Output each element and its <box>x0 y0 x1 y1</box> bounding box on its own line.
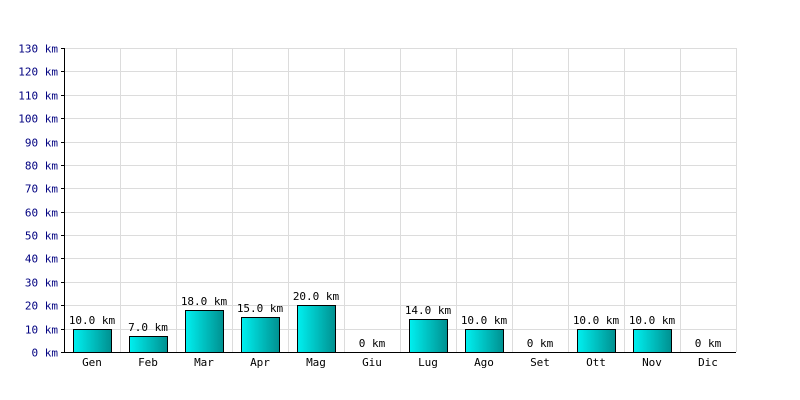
data-label-mag: 20.0 km <box>293 290 340 303</box>
bar-mar <box>185 310 224 353</box>
x-tick-label-dic: Dic <box>698 356 718 369</box>
y-tick-label: 60 km <box>25 207 58 220</box>
bar-apr <box>241 317 280 353</box>
y-tick-label: 40 km <box>25 253 58 266</box>
x-tick-label-mar: Mar <box>194 356 214 369</box>
y-tick-label: 90 km <box>25 137 58 150</box>
data-label-mar: 18.0 km <box>181 295 228 308</box>
y-tick-label: 30 km <box>25 277 58 290</box>
data-label-ott: 10.0 km <box>573 314 620 327</box>
y-tick-label: 70 km <box>25 183 58 196</box>
y-tick-label: 110 km <box>18 90 58 103</box>
bar-mag <box>297 305 336 353</box>
y-tick-label: 80 km <box>25 160 58 173</box>
y-tick-label: 50 km <box>25 230 58 243</box>
x-tick-label-lug: Lug <box>418 356 438 369</box>
data-label-gen: 10.0 km <box>69 314 116 327</box>
data-label-feb: 7.0 km <box>128 321 168 334</box>
bar-lug <box>409 319 448 353</box>
axes <box>61 48 736 353</box>
x-tick-label-nov: Nov <box>642 356 662 369</box>
grid <box>64 48 737 353</box>
bar-ott <box>577 329 616 353</box>
data-label-apr: 15.0 km <box>237 302 284 315</box>
x-tick-label-giu: Giu <box>362 356 382 369</box>
bar-ago <box>465 329 504 353</box>
y-tick-label: 130 km <box>18 43 58 56</box>
data-label-lug: 14.0 km <box>405 304 452 317</box>
data-label-giu: 0 km <box>359 337 386 350</box>
x-tick-label-mag: Mag <box>306 356 326 369</box>
y-tick-label: 100 km <box>18 113 58 126</box>
x-tick-label-feb: Feb <box>138 356 158 369</box>
bars <box>73 305 672 353</box>
x-tick-label-set: Set <box>530 356 550 369</box>
bar-feb <box>129 336 168 353</box>
y-tick-label: 0 km <box>32 347 59 360</box>
data-label-dic: 0 km <box>695 337 722 350</box>
labels: 0 km 10 km 20 km 30 km 40 km 50 km 60 km 70 km 8… <box>18 43 721 370</box>
bar-nov <box>633 329 672 353</box>
data-label-set: 0 km <box>527 337 554 350</box>
x-tick-label-ago: Ago <box>474 356 494 369</box>
y-tick-label: 10 km <box>25 324 58 337</box>
data-label-nov: 10.0 km <box>629 314 676 327</box>
x-tick-label-gen: Gen <box>82 356 102 369</box>
data-label-ago: 10.0 km <box>461 314 508 327</box>
y-tick-label: 120 km <box>18 66 58 79</box>
x-tick-label-apr: Apr <box>250 356 270 369</box>
y-tick-label: 20 km <box>25 300 58 313</box>
bar-gen <box>73 329 112 353</box>
x-tick-label-ott: Ott <box>586 356 606 369</box>
